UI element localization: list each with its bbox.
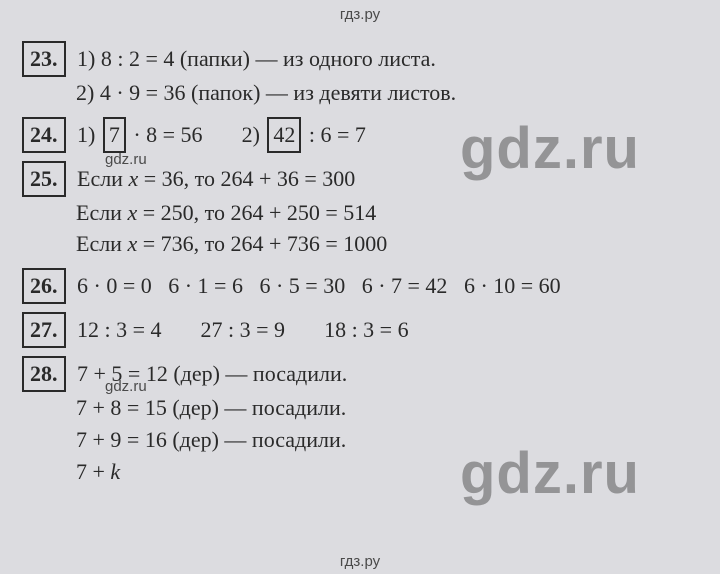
var-k: k — [110, 459, 120, 484]
p25-l1a: Если — [77, 166, 128, 191]
p27-eq3: 18 : 3 = 6 — [324, 317, 409, 342]
solutions-content: 23. 1) 8 : 2 = 4 (папки) — из одного лис… — [0, 23, 720, 488]
p28-l2: 7 + 8 = 15 (дер) — посадили. — [22, 392, 698, 424]
p27-eq2: 27 : 3 = 9 — [201, 317, 286, 342]
problem-25-line3: Если x = 736, то 264 + 736 = 1000 — [22, 228, 698, 260]
page: гдз.ру 23. 1) 8 : 2 = 4 (папки) — из одн… — [0, 0, 720, 574]
p26-eq3: 6 · 5 = 30 — [259, 273, 345, 298]
p28-l4a: 7 + — [76, 459, 110, 484]
problem-23-line2: 2) 4 · 9 = 36 (папок) — из девяти листов… — [22, 77, 698, 109]
problem-23: 23. 1) 8 : 2 = 4 (папки) — из одного лис… — [22, 41, 698, 109]
problem-number: 28. — [22, 356, 66, 392]
problem-number: 27. — [22, 312, 66, 348]
watermark-small: gdz.ru — [105, 378, 147, 395]
problem-26: 26. 6 · 0 = 0 6 · 1 = 6 6 · 5 = 30 6 · 7… — [22, 268, 698, 304]
problem-number: 23. — [22, 41, 66, 77]
p25-l3b: = 736, то 264 + 736 = 1000 — [137, 231, 387, 256]
watermark-big: gdz.ru — [460, 440, 640, 507]
p26-eq1: 6 · 0 = 0 — [77, 273, 152, 298]
p25-l2a: Если — [76, 200, 127, 225]
p25-l1b: = 36, то 264 + 36 = 300 — [138, 166, 355, 191]
p26-eq5: 6 · 10 = 60 — [464, 273, 561, 298]
problem-23-line1: 1) 8 : 2 = 4 (папки) — из одного листа. — [77, 46, 436, 71]
p24-part1-pre: 1) — [77, 122, 101, 147]
problem-number: 26. — [22, 268, 66, 304]
footer-watermark: гдз.ру — [0, 553, 720, 570]
answer-box: 7 — [103, 117, 126, 153]
p24-part2-rest: : 6 = 7 — [303, 122, 366, 147]
var-x: x — [127, 200, 137, 225]
p26-eq2: 6 · 1 = 6 — [168, 273, 243, 298]
header-watermark: гдз.ру — [0, 0, 720, 23]
problem-27: 27. 12 : 3 = 4 27 : 3 = 9 18 : 3 = 6 — [22, 312, 698, 348]
var-x: x — [128, 166, 138, 191]
problem-number: 24. — [22, 117, 66, 153]
problem-25-line2: Если x = 250, то 264 + 250 = 514 — [22, 197, 698, 229]
p24-part2-pre: 2) — [242, 122, 266, 147]
p24-part1-rest: · 8 = 56 — [128, 122, 203, 147]
watermark-small: gdz.ru — [105, 151, 147, 168]
p27-eq1: 12 : 3 = 4 — [77, 317, 162, 342]
p26-eq4: 6 · 7 = 42 — [362, 273, 448, 298]
watermark-big: gdz.ru — [460, 115, 640, 182]
answer-box: 42 — [267, 117, 301, 153]
p25-l2b: = 250, то 264 + 250 = 514 — [137, 200, 376, 225]
problem-number: 25. — [22, 161, 66, 197]
p25-l3a: Если — [76, 231, 127, 256]
var-x: x — [127, 231, 137, 256]
